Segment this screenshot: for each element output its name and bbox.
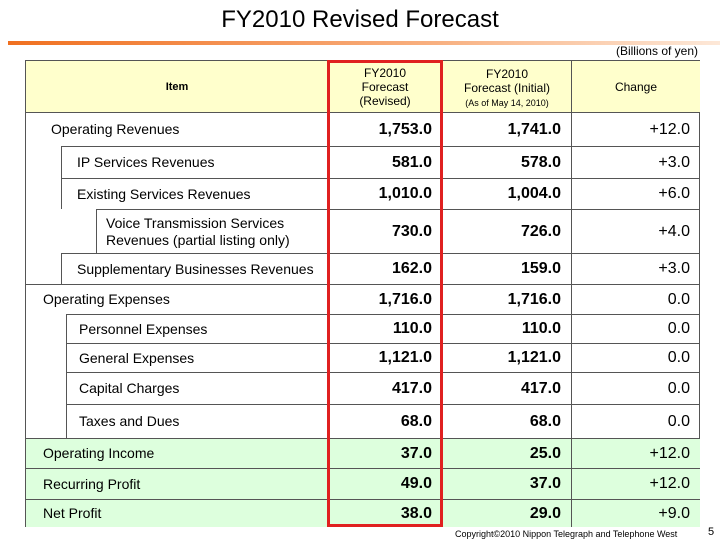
initial-value: 1,121.0 bbox=[442, 343, 571, 372]
initial-value: 1,004.0 bbox=[442, 178, 571, 209]
item-cell: IP Services Revenues bbox=[61, 146, 328, 178]
initial-value: 37.0 bbox=[442, 468, 571, 499]
revised-value: 1,716.0 bbox=[328, 284, 442, 314]
item-cell: Recurring Profit bbox=[26, 468, 328, 499]
change-value: 0.0 bbox=[571, 284, 700, 314]
header-initial-note: (As of May 14, 2010) bbox=[465, 97, 549, 108]
item-cell: Personnel Expenses bbox=[66, 314, 328, 343]
item-cell: Operating Revenues bbox=[51, 121, 180, 137]
revised-highlight bbox=[327, 60, 443, 527]
revised-value: 38.0 bbox=[328, 499, 442, 527]
initial-value: 1,741.0 bbox=[442, 113, 571, 146]
header-initial-title: FY2010 Forecast (Initial) bbox=[463, 66, 551, 95]
item-cell: Operating Income bbox=[26, 438, 328, 468]
revised-value: 49.0 bbox=[328, 468, 442, 499]
revised-value: 37.0 bbox=[328, 438, 442, 468]
copyright: Copyright©2010 Nippon Telegraph and Tele… bbox=[455, 529, 678, 540]
header-initial: FY2010 Forecast (Initial) (As of May 14, … bbox=[442, 61, 571, 113]
revised-value: 730.0 bbox=[328, 209, 442, 253]
revised-value: 162.0 bbox=[328, 253, 442, 284]
initial-value: 68.0 bbox=[442, 404, 571, 438]
title-rule bbox=[8, 41, 720, 45]
change-value: +12.0 bbox=[571, 113, 700, 146]
item-cell: Taxes and Dues bbox=[66, 404, 328, 438]
page-number: 5 bbox=[708, 526, 715, 538]
initial-value: 726.0 bbox=[442, 209, 571, 253]
change-value: +6.0 bbox=[571, 178, 700, 209]
item-cell: Supplementary Businesses Revenues bbox=[61, 253, 328, 284]
revised-value: 1,753.0 bbox=[378, 120, 432, 138]
unit-note: (Billions of yen) bbox=[615, 44, 698, 58]
item-cell: General Expenses bbox=[66, 343, 328, 372]
initial-value: 417.0 bbox=[442, 372, 571, 404]
revised-value: 1,121.0 bbox=[328, 343, 442, 372]
revised-value: 581.0 bbox=[328, 146, 442, 178]
row-bg bbox=[26, 499, 700, 527]
initial-value: 578.0 bbox=[442, 146, 571, 178]
item-cell: Voice Transmission Services Revenues (pa… bbox=[96, 209, 328, 253]
initial-value: 25.0 bbox=[442, 438, 571, 468]
change-value: 0.0 bbox=[571, 372, 700, 404]
change-value: +3.0 bbox=[571, 253, 700, 284]
change-value: +12.0 bbox=[571, 438, 700, 468]
header-revised: FY2010 Forecast (Revised) bbox=[359, 66, 411, 108]
initial-value: 110.0 bbox=[442, 314, 571, 343]
header-item: Item bbox=[165, 81, 189, 93]
initial-value: 29.0 bbox=[442, 499, 571, 527]
header-bg bbox=[26, 61, 700, 113]
change-value: 0.0 bbox=[571, 404, 700, 438]
revised-value: 417.0 bbox=[328, 372, 442, 404]
initial-value: 1,716.0 bbox=[442, 284, 571, 314]
item-cell: Capital Charges bbox=[66, 372, 328, 404]
change-value: +3.0 bbox=[571, 146, 700, 178]
revised-value: 1,010.0 bbox=[328, 178, 442, 209]
row-bg bbox=[26, 438, 700, 468]
item-cell: Net Profit bbox=[26, 499, 328, 527]
revised-value: 110.0 bbox=[328, 314, 442, 343]
item-cell: Existing Services Revenues bbox=[61, 178, 328, 209]
item-cell: Operating Expenses bbox=[26, 284, 328, 314]
row-bg bbox=[26, 468, 700, 499]
change-value: +9.0 bbox=[571, 499, 700, 527]
change-value: +12.0 bbox=[571, 468, 700, 499]
revised-value: 68.0 bbox=[328, 404, 442, 438]
change-value: +4.0 bbox=[571, 209, 700, 253]
title: FY2010 Revised Forecast bbox=[221, 6, 499, 33]
change-value: 0.0 bbox=[571, 314, 700, 343]
change-value: 0.0 bbox=[571, 343, 700, 372]
header-change: Change bbox=[571, 61, 700, 113]
table: Item FY2010 Forecast (Revised) FY2010 Fore… bbox=[25, 60, 700, 527]
initial-value: 159.0 bbox=[442, 253, 571, 284]
